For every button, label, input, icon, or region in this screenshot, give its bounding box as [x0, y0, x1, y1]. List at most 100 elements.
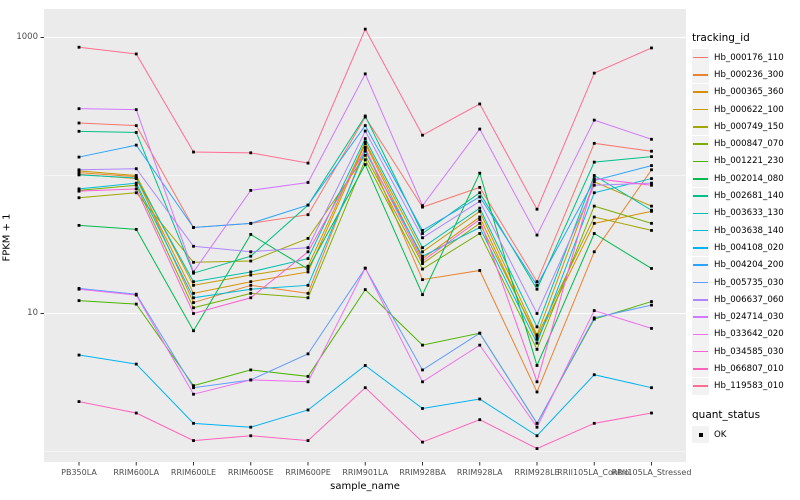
data-point [535, 425, 539, 429]
legend-key-swatch [692, 135, 709, 153]
legend-key-swatch [692, 256, 709, 274]
data-point [77, 196, 81, 200]
legend-key-swatch [692, 187, 709, 205]
data-point [421, 380, 424, 384]
data-point [306, 161, 310, 165]
data-point [249, 221, 253, 225]
data-point [650, 267, 653, 270]
data-point [192, 384, 195, 388]
legend-item: Hb_000176_110 [692, 49, 798, 67]
data-point [535, 380, 539, 384]
data-point [535, 287, 539, 291]
data-point [249, 259, 253, 263]
legend-line-icon [693, 91, 708, 94]
data-point [77, 107, 81, 111]
data-point [650, 326, 653, 330]
x-tick-label: RRIM600PE [285, 468, 331, 477]
legend-item: Hb_002014_080 [692, 170, 798, 188]
legend-line-icon [693, 177, 708, 180]
data-point [192, 296, 195, 300]
data-point [306, 246, 310, 250]
data-point [249, 151, 253, 155]
data-point [306, 380, 310, 384]
legend-item-label: Hb_000749_150 [714, 121, 784, 132]
data-point [192, 306, 195, 310]
legend-line-icon [693, 316, 708, 318]
legend-item-label: Hb_001221_230 [714, 156, 784, 167]
data-point [478, 185, 482, 189]
data-point [134, 174, 138, 177]
legend-item: Hb_034585_030 [692, 343, 798, 361]
data-point [650, 303, 653, 307]
data-point [478, 269, 482, 272]
legend-key-swatch [692, 377, 709, 395]
legend-key-swatch [692, 66, 709, 84]
legend-line-icon [693, 350, 708, 353]
data-point [249, 233, 253, 236]
data-point [249, 270, 253, 274]
data-point [306, 267, 310, 271]
legend-key-swatch [692, 274, 709, 291]
data-point [535, 447, 539, 450]
data-point [134, 191, 138, 195]
data-point [77, 400, 81, 403]
data-point [192, 301, 195, 304]
legend-line-icon [693, 74, 708, 76]
data-point [306, 181, 310, 184]
data-point [77, 168, 81, 172]
data-point [592, 160, 596, 164]
data-point [77, 171, 81, 174]
data-point [535, 347, 539, 351]
data-point [650, 411, 653, 415]
data-point [306, 257, 310, 260]
data-point [650, 221, 653, 225]
data-point [592, 250, 596, 254]
data-point [77, 45, 81, 49]
data-point [478, 226, 482, 229]
legend-key-swatch [692, 360, 709, 378]
data-point [363, 147, 367, 151]
legend-line-icon [693, 195, 708, 197]
x-tick-label: RRIM600LE [170, 468, 217, 477]
data-point [592, 215, 596, 219]
data-point [363, 124, 367, 127]
data-point [363, 158, 367, 162]
data-point [535, 233, 539, 237]
legend-item-label: Hb_003638_140 [714, 225, 784, 236]
data-point [421, 204, 424, 208]
data-point [249, 425, 253, 429]
data-point [650, 208, 653, 212]
data-point [77, 173, 81, 177]
legend-line-icon [693, 385, 708, 388]
data-point [592, 118, 596, 122]
legend-line-icon [693, 229, 708, 232]
data-point [77, 187, 81, 191]
data-point [134, 181, 138, 185]
data-point [478, 397, 482, 401]
data-point [421, 229, 424, 232]
data-point [363, 137, 367, 141]
legend-line-icon [693, 143, 708, 145]
legend-item-label: Hb_034585_030 [714, 346, 784, 357]
data-point [478, 215, 482, 219]
legend-item-label: Hb_000236_300 [714, 69, 784, 80]
legend-item: Hb_006637_060 [692, 291, 798, 309]
legend2-title: quant_status [692, 408, 761, 421]
legend-key-swatch [692, 118, 709, 136]
data-point [592, 309, 596, 312]
x-tick-label: RRII105LA_Stressed [611, 468, 692, 477]
data-point [192, 270, 195, 274]
data-point [592, 421, 596, 425]
legend-key-swatch [692, 152, 709, 170]
data-point [249, 188, 253, 192]
data-point [306, 375, 310, 378]
data-point [363, 149, 367, 153]
data-point [134, 227, 138, 231]
legend-item-label: Hb_000847_070 [714, 139, 784, 150]
data-point [421, 293, 424, 297]
data-point [650, 168, 653, 172]
data-point [77, 121, 81, 125]
data-point [535, 421, 539, 425]
legend-item-label: Hb_000365_360 [714, 87, 784, 98]
data-point [421, 246, 424, 250]
